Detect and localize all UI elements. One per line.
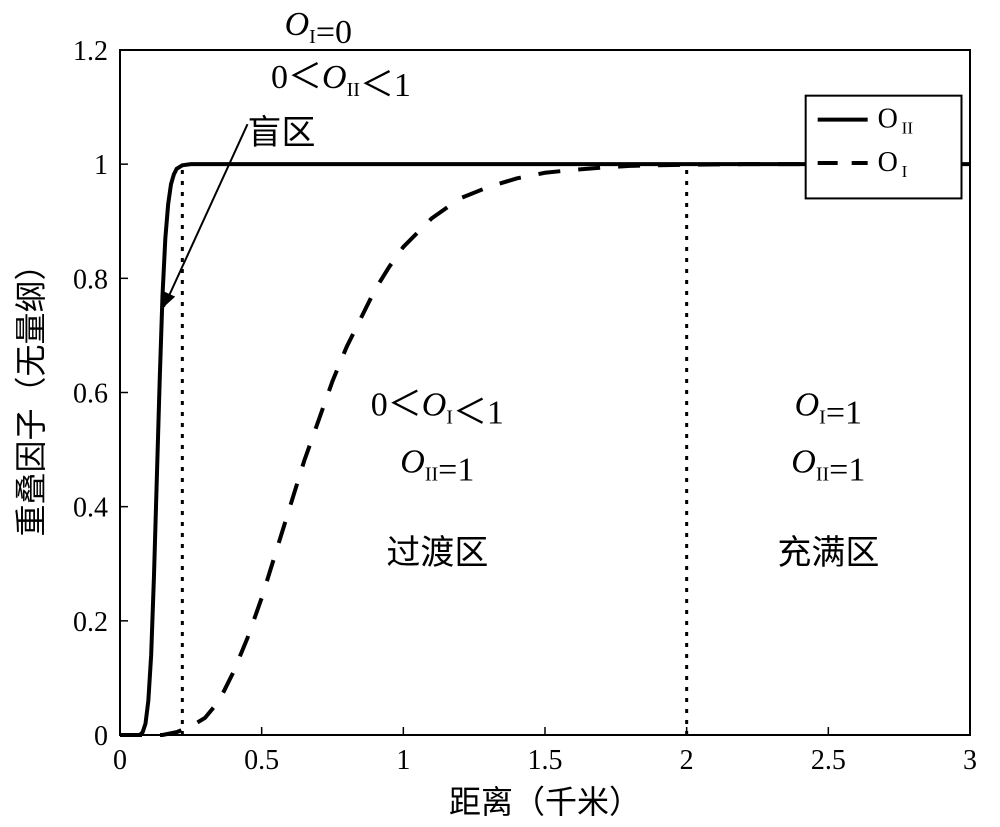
- x-tick-label: 0: [113, 745, 127, 776]
- annotation: OII=1: [400, 443, 474, 488]
- x-axis-label: 距离（千米）: [449, 784, 641, 820]
- x-tick-label: 2.5: [811, 745, 846, 776]
- arrow-line: [164, 124, 248, 307]
- annotation: OII=1: [791, 443, 865, 488]
- y-tick-label: 1.2: [73, 36, 108, 67]
- y-tick-label: 1: [94, 150, 108, 181]
- legend-label: O: [878, 104, 898, 135]
- annotation-blind-zone: 盲区: [248, 114, 316, 152]
- chart-svg: 0 0.5 1 1.5 2 2.5 3 0 0.2 0.4 0.6 0.8 1 1.2 距离（千米） 重叠因子…: [0, 0, 1000, 827]
- x-tick-label: 1.5: [528, 745, 563, 776]
- x-tick-label: 2: [680, 745, 694, 776]
- y-tick-label: 0.2: [73, 607, 108, 638]
- legend-sub: I: [902, 162, 908, 181]
- annotation-transition-zone: 过渡区: [386, 534, 488, 572]
- x-tick-label: 3: [963, 745, 977, 776]
- x-tick-label: 1: [396, 745, 410, 776]
- y-tick-label: 0.8: [73, 264, 108, 295]
- annotation-full-zone: 充满区: [777, 534, 879, 572]
- annotation: 0＜OII＜1: [271, 59, 411, 104]
- y-tick-label: 0: [94, 721, 108, 752]
- annotation: OI=0: [285, 6, 352, 51]
- legend-sub: II: [902, 119, 914, 138]
- y-axis-label: 重叠因子（无量纲）: [13, 248, 49, 536]
- x-tick-label: 0.5: [244, 745, 279, 776]
- series-oi: [120, 164, 970, 735]
- y-tick-label: 0.4: [73, 493, 108, 524]
- y-tick-label: 0.6: [73, 379, 108, 410]
- legend-label: O: [878, 147, 898, 178]
- annotation: 0＜OI＜1: [371, 386, 504, 431]
- series-oii: [120, 164, 970, 735]
- chart-container: 0 0.5 1 1.5 2 2.5 3 0 0.2 0.4 0.6 0.8 1 1.2 距离（千米） 重叠因子…: [0, 0, 1000, 827]
- annotation: OI=1: [795, 386, 862, 431]
